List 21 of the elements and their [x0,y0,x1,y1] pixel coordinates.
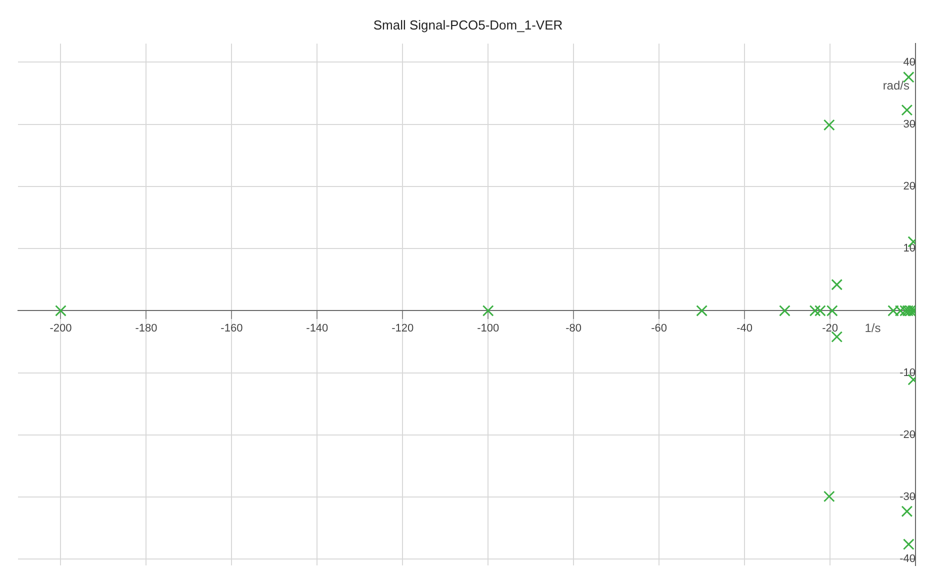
x-tick-label: -200 [50,322,72,334]
y-tick-label: -10 [900,366,916,379]
y-tick-label: 30 [903,118,916,130]
x-tick-label: -100 [477,322,500,334]
y-tick-label: 40 [903,56,916,68]
x-tick-label: -20 [822,322,838,334]
y-tick-label: -30 [900,491,916,504]
x-tick-label: -160 [220,322,243,334]
y-tick-label: 10 [903,242,916,255]
x-tick-label: -180 [135,322,158,334]
x-tick-label: -60 [651,322,668,334]
y-tick-label: -20 [900,428,916,441]
x-axis-title: 1/s [864,321,881,336]
x-tick-label: -80 [566,322,582,334]
y-tick-label: 20 [903,180,916,193]
y-axis-title: rad/s [882,78,910,93]
y-tick-label: -40 [900,553,916,566]
chart-title: Small Signal-PCO5-Dom_1-VER [373,17,563,32]
x-tick-label: -120 [392,322,414,334]
x-tick-label: -140 [306,322,328,334]
x-tick-label: -40 [736,322,752,334]
